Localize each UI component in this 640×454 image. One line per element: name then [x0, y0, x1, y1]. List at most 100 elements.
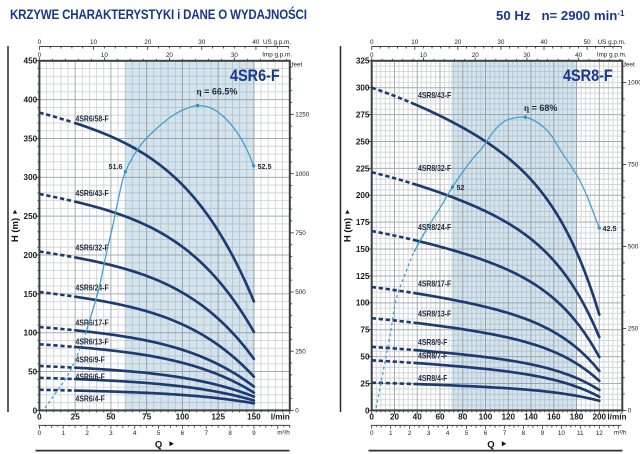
svg-text:20: 20: [144, 39, 152, 46]
svg-text:20: 20: [390, 412, 400, 421]
svg-text:2: 2: [408, 430, 412, 437]
svg-text:4SR8/43-F: 4SR8/43-F: [418, 90, 451, 100]
svg-text:100: 100: [479, 412, 493, 421]
svg-text:η = 68%: η = 68%: [524, 103, 557, 113]
svg-text:feet: feet: [624, 62, 635, 69]
svg-text:9: 9: [252, 430, 256, 437]
svg-text:250: 250: [295, 348, 306, 355]
svg-text:0: 0: [38, 52, 42, 59]
svg-text:40: 40: [413, 412, 423, 421]
svg-text:4SR6/9-F: 4SR6/9-F: [76, 355, 106, 365]
svg-text:450: 450: [24, 57, 38, 66]
svg-text:50: 50: [360, 353, 370, 362]
svg-text:20: 20: [454, 39, 462, 46]
svg-text:Imp g.p.m.: Imp g.p.m.: [262, 51, 292, 58]
svg-text:80: 80: [458, 412, 468, 421]
svg-text:25: 25: [71, 412, 81, 421]
svg-text:75: 75: [360, 326, 370, 335]
svg-text:30: 30: [198, 39, 206, 46]
svg-text:5: 5: [465, 430, 469, 437]
svg-text:1250: 1250: [295, 112, 310, 119]
svg-text:140: 140: [524, 412, 538, 421]
svg-text:160: 160: [547, 412, 561, 421]
svg-text:4SR6/32-F: 4SR6/32-F: [76, 243, 109, 253]
svg-text:0: 0: [365, 406, 370, 415]
svg-text:120: 120: [501, 412, 515, 421]
svg-text:75: 75: [142, 412, 152, 421]
svg-text:150: 150: [24, 290, 38, 299]
svg-text:40: 40: [575, 52, 583, 59]
svg-text:250: 250: [356, 137, 370, 146]
svg-text:H (m): H (m): [343, 218, 354, 242]
svg-text:l/min: l/min: [271, 412, 290, 421]
svg-text:US g.p.m.: US g.p.m.: [598, 39, 626, 46]
svg-text:51.6: 51.6: [109, 162, 123, 171]
svg-text:m³/h: m³/h: [614, 430, 627, 437]
svg-text:12: 12: [596, 430, 604, 437]
svg-text:7: 7: [204, 430, 208, 437]
svg-text:11: 11: [577, 430, 584, 437]
svg-text:4SR8/32-F: 4SR8/32-F: [418, 163, 451, 173]
svg-text:750: 750: [628, 162, 639, 169]
svg-text:1000: 1000: [628, 80, 640, 87]
svg-text:350: 350: [24, 134, 38, 143]
svg-text:4SR6-F: 4SR6-F: [230, 67, 280, 85]
svg-text:4SR6/43-F: 4SR6/43-F: [76, 188, 109, 198]
svg-text:50: 50: [584, 39, 592, 46]
svg-text:3: 3: [427, 430, 431, 437]
svg-text:325: 325: [356, 57, 370, 66]
svg-text:6: 6: [181, 430, 185, 437]
svg-text:150: 150: [356, 245, 370, 254]
svg-text:275: 275: [356, 111, 370, 120]
svg-text:250: 250: [24, 212, 38, 221]
svg-text:m³/h: m³/h: [277, 430, 290, 437]
svg-text:3: 3: [109, 430, 113, 437]
svg-text:125: 125: [211, 412, 225, 421]
svg-text:30: 30: [497, 39, 505, 46]
svg-text:0: 0: [33, 406, 38, 415]
svg-text:100: 100: [24, 329, 38, 338]
svg-text:4: 4: [133, 430, 137, 437]
svg-text:0: 0: [628, 408, 632, 415]
svg-text:4SR6/4-F: 4SR6/4-F: [76, 394, 106, 404]
svg-text:30: 30: [231, 52, 239, 59]
svg-text:50 Hz n= 2900 min-1: 50 Hz n= 2900 min-1: [496, 8, 625, 23]
svg-text:US g.p.m.: US g.p.m.: [263, 39, 291, 46]
svg-text:1: 1: [61, 430, 65, 437]
svg-text:9: 9: [541, 430, 545, 437]
svg-text:0: 0: [38, 430, 42, 437]
svg-text:4SR8/13-F: 4SR8/13-F: [418, 309, 451, 319]
svg-text:150: 150: [247, 412, 261, 421]
svg-text:4SR6/17-F: 4SR6/17-F: [76, 318, 109, 328]
svg-text:250: 250: [628, 326, 639, 333]
svg-text:300: 300: [24, 173, 38, 182]
svg-text:225: 225: [356, 164, 370, 173]
svg-text:42.5: 42.5: [603, 224, 617, 233]
svg-text:4SR6/24-F: 4SR6/24-F: [76, 283, 109, 293]
svg-text:4SR8/17-F: 4SR8/17-F: [418, 279, 451, 289]
svg-text:Q: Q: [487, 439, 494, 450]
svg-text:400: 400: [24, 96, 38, 105]
svg-text:0: 0: [370, 430, 374, 437]
svg-text:20: 20: [166, 52, 174, 59]
svg-text:0: 0: [38, 39, 42, 46]
svg-text:52: 52: [457, 183, 465, 192]
svg-text:125: 125: [356, 272, 370, 281]
svg-text:10: 10: [90, 39, 98, 46]
svg-text:50: 50: [28, 368, 38, 377]
svg-text:10: 10: [411, 39, 419, 46]
svg-text:750: 750: [295, 230, 306, 237]
svg-text:4SR8/4-F: 4SR8/4-F: [418, 373, 448, 383]
svg-text:4SR6/6-F: 4SR6/6-F: [76, 372, 106, 382]
svg-text:8: 8: [228, 430, 232, 437]
svg-text:0: 0: [295, 408, 299, 415]
svg-text:4SR8-F: 4SR8-F: [563, 67, 613, 85]
svg-text:l/min: l/min: [607, 412, 626, 421]
svg-text:180: 180: [570, 412, 584, 421]
svg-text:4SR8/9-F: 4SR8/9-F: [418, 337, 448, 347]
svg-text:300: 300: [356, 84, 370, 93]
svg-text:H (m): H (m): [10, 218, 21, 242]
svg-text:feet: feet: [292, 62, 303, 69]
svg-text:η = 66.5%: η = 66.5%: [197, 86, 238, 96]
svg-text:100: 100: [176, 412, 190, 421]
